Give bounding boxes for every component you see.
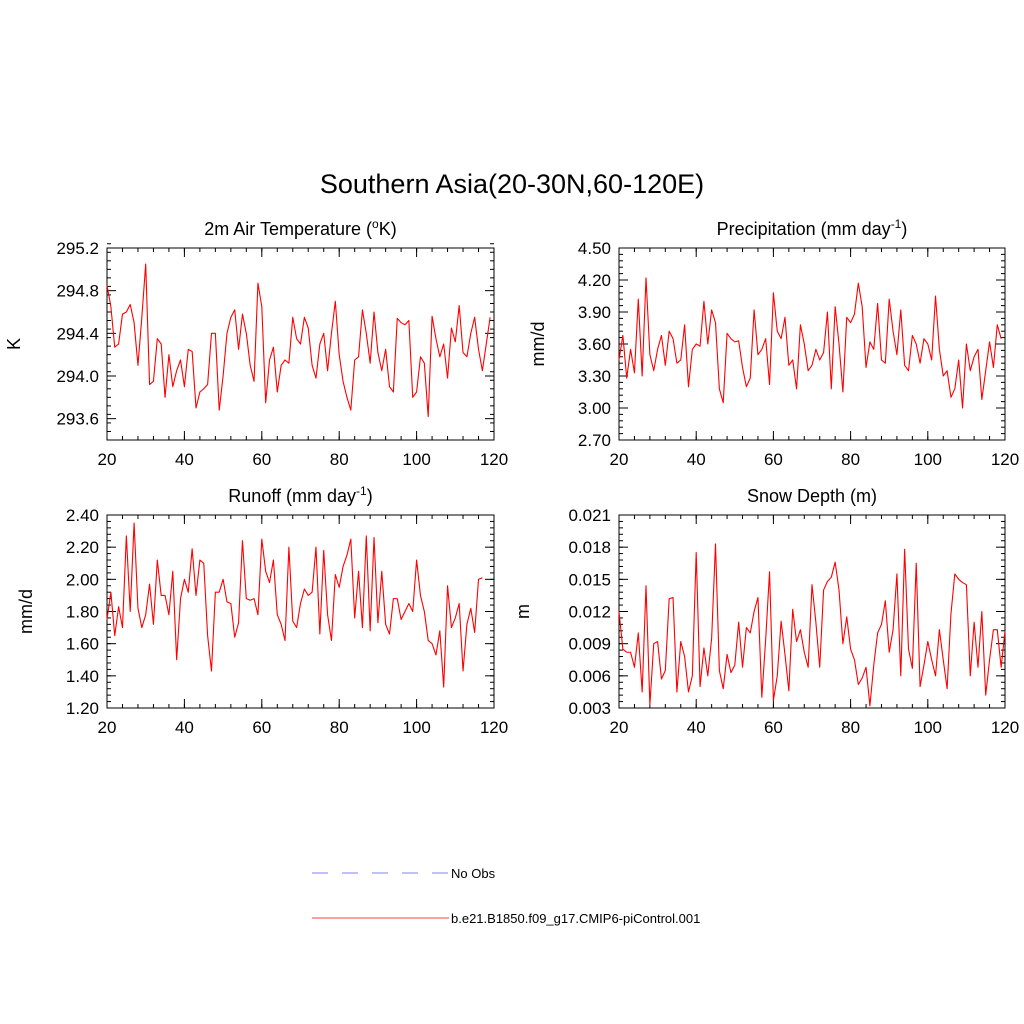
y-tick-label: 0.012 bbox=[568, 603, 611, 622]
y-tick-label: 0.009 bbox=[568, 635, 611, 654]
y-axis-label: K bbox=[4, 338, 24, 350]
x-tick-label: 80 bbox=[841, 718, 860, 737]
x-tick-label: 120 bbox=[991, 450, 1019, 469]
y-tick-label: 293.6 bbox=[56, 410, 99, 429]
y-tick-label: 0.015 bbox=[568, 570, 611, 589]
y-tick-label: 1.40 bbox=[66, 667, 99, 686]
panel-title-superscript: -1 bbox=[891, 217, 902, 231]
panel-title-text: 2m Air Temperature ( bbox=[204, 219, 372, 239]
x-tick-label: 100 bbox=[914, 450, 942, 469]
x-tick-label: 20 bbox=[98, 718, 117, 737]
x-tick-label: 40 bbox=[175, 450, 194, 469]
panel-title-superscript: -1 bbox=[356, 484, 367, 498]
panel-title-end: ) bbox=[901, 219, 907, 239]
y-tick-label: 2.00 bbox=[66, 570, 99, 589]
series-line-precip bbox=[618, 277, 1002, 409]
y-tick-label: 1.60 bbox=[66, 635, 99, 654]
x-tick-label: 60 bbox=[252, 450, 271, 469]
y-tick-label: 4.20 bbox=[578, 271, 611, 290]
y-tick-label: 3.90 bbox=[578, 303, 611, 322]
y-tick-label: 3.60 bbox=[578, 335, 611, 354]
panel-title-precip: Precipitation (mm day-1) bbox=[717, 217, 908, 239]
legend-label: No Obs bbox=[451, 866, 496, 881]
y-tick-label: 4.50 bbox=[578, 239, 611, 258]
plot-frame bbox=[106, 247, 495, 441]
y-tick-label: 0.018 bbox=[568, 538, 611, 557]
x-tick-label: 60 bbox=[764, 450, 783, 469]
y-axis-label: m bbox=[513, 604, 533, 619]
panel-title-text: Runoff (mm day bbox=[228, 486, 356, 506]
y-tick-label: 294.0 bbox=[56, 367, 99, 386]
y-tick-label: 294.8 bbox=[56, 282, 99, 301]
panel-precip: Precipitation (mm day-1) 20 40 60 80 100 120 2.… bbox=[528, 217, 1019, 469]
y-axis-label: mm/d bbox=[16, 589, 36, 634]
y-tick-label: 295.2 bbox=[56, 239, 99, 258]
panel-title-snow: Snow Depth (m) bbox=[747, 486, 877, 506]
y-tick-label: 3.00 bbox=[578, 399, 611, 418]
panel-title-end: K) bbox=[379, 219, 397, 239]
y-tick-label: 0.003 bbox=[568, 699, 611, 718]
x-tick-label: 20 bbox=[610, 450, 629, 469]
panel-runoff: Runoff (mm day-1) 20 40 60 80 100 120 1.20 1.40 1… bbox=[16, 484, 508, 737]
y-tick-label: 2.40 bbox=[66, 506, 99, 525]
legend: No Obs b.e21.B1850.f09_g17.CMIP6-piContro… bbox=[312, 866, 700, 926]
y-tick-label: 0.006 bbox=[568, 667, 611, 686]
x-tick-label: 120 bbox=[480, 718, 508, 737]
x-tick-label: 20 bbox=[98, 450, 117, 469]
x-tick-label: 40 bbox=[687, 450, 706, 469]
y-tick-label: 2.20 bbox=[66, 538, 99, 557]
panel-title-temp: 2m Air Temperature (oK) bbox=[204, 217, 396, 239]
series-line-temp bbox=[106, 263, 491, 418]
panel-title-runoff: Runoff (mm day-1) bbox=[228, 484, 372, 506]
x-tick-label: 120 bbox=[480, 450, 508, 469]
y-tick-label: 0.021 bbox=[568, 506, 611, 525]
x-tick-label: 120 bbox=[991, 718, 1019, 737]
x-tick-label: 40 bbox=[687, 718, 706, 737]
y-tick-label: 2.70 bbox=[578, 431, 611, 450]
panel-temp: 2m Air Temperature (oK) 20 40 60 80 100 120 293… bbox=[4, 217, 508, 469]
x-tick-label: 80 bbox=[330, 450, 349, 469]
x-tick-label: 100 bbox=[402, 450, 430, 469]
x-tick-label: 60 bbox=[252, 718, 271, 737]
panel-title-text: Precipitation (mm day bbox=[717, 219, 891, 239]
legend-label: b.e21.B1850.f09_g17.CMIP6-piControl.001 bbox=[451, 911, 700, 926]
x-tick-label: 100 bbox=[914, 718, 942, 737]
y-tick-label: 294.4 bbox=[56, 324, 99, 343]
series-line-runoff bbox=[106, 522, 483, 688]
x-tick-label: 60 bbox=[764, 718, 783, 737]
figure-title: Southern Asia(20-30N,60-120E) bbox=[320, 169, 704, 199]
x-tick-label: 20 bbox=[610, 718, 629, 737]
panel-snow: Snow Depth (m) 20 40 60 80 100 120 0.003 0.006 0.… bbox=[513, 486, 1019, 737]
x-tick-label: 100 bbox=[402, 718, 430, 737]
panel-title-end: ) bbox=[367, 486, 373, 506]
panels: 2m Air Temperature (oK)20 40 60 80 100 120293… bbox=[4, 217, 1019, 737]
y-tick-label: 1.80 bbox=[66, 603, 99, 622]
series-line-snow bbox=[618, 543, 1006, 707]
y-tick-label: 3.30 bbox=[578, 367, 611, 386]
y-axis-label: mm/d bbox=[528, 322, 548, 367]
x-tick-label: 40 bbox=[175, 718, 194, 737]
panel-title-superscript: o bbox=[372, 217, 379, 231]
panel-title-text: Snow Depth (m) bbox=[747, 486, 877, 506]
x-tick-label: 80 bbox=[841, 450, 860, 469]
y-tick-label: 1.20 bbox=[66, 699, 99, 718]
x-tick-label: 80 bbox=[330, 718, 349, 737]
